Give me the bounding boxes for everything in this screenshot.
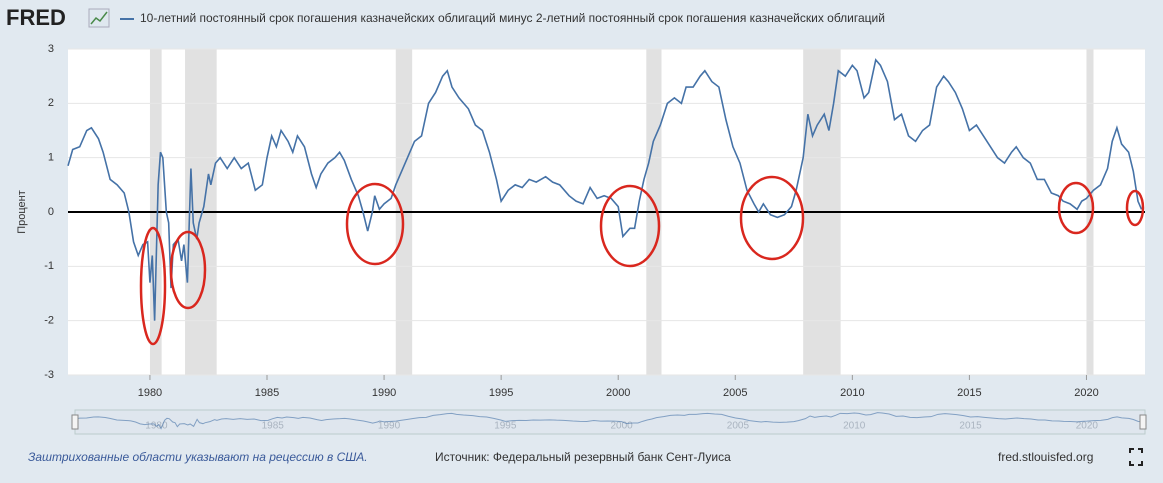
navigator-label: 2015 — [959, 421, 982, 432]
circle — [739, 175, 805, 261]
fullscreen-button[interactable] — [1129, 448, 1143, 466]
x-tick-label: 1990 — [372, 387, 396, 399]
source: Источник: Федеральный резервный банк Сен… — [435, 450, 731, 464]
circle — [139, 226, 167, 346]
y-tick-label: 2 — [48, 97, 54, 109]
logo-icon — [88, 8, 110, 28]
navigator-label: 1985 — [262, 421, 285, 432]
x-tick-label: 1985 — [255, 387, 279, 399]
circle — [599, 184, 661, 268]
navigator-line — [74, 412, 1142, 430]
x-tick-label: 2005 — [723, 387, 747, 399]
y-axis-label: Процент — [16, 190, 28, 234]
navigator-label: 2005 — [727, 421, 750, 432]
logo-icon-line — [90, 11, 108, 25]
x-tick-label: 2015 — [957, 387, 981, 399]
logo: FRED — [6, 5, 66, 30]
y-tick-label: -3 — [44, 369, 54, 381]
circle — [1057, 181, 1095, 235]
recession-note: Заштрихованные области указывают на реце… — [28, 450, 368, 464]
legend-label: 10-летний постоянный срок погашения казн… — [140, 11, 885, 25]
navigator-handle[interactable] — [71, 414, 79, 430]
x-tick-label: 1995 — [489, 387, 513, 399]
y-tick-label: 1 — [48, 152, 54, 164]
circle — [345, 182, 405, 266]
y-tick-label: -1 — [44, 260, 54, 272]
navigator[interactable] — [74, 409, 1146, 435]
y-tick-label: 0 — [48, 206, 54, 218]
navigator-handle[interactable] — [1139, 414, 1147, 430]
navigator-label: 2010 — [843, 421, 866, 432]
x-tick-label: 2000 — [606, 387, 630, 399]
circle — [169, 230, 207, 310]
circle — [1125, 189, 1145, 227]
annotations — [139, 175, 1145, 346]
navigator-label: 1995 — [494, 421, 517, 432]
site-link[interactable]: fred.stlouisfed.org — [998, 450, 1093, 464]
x-tick-label: 2020 — [1074, 387, 1098, 399]
x-tick-label: 1980 — [138, 387, 162, 399]
navigator-label: 2020 — [1076, 421, 1099, 432]
navigator-label: 2000 — [611, 421, 634, 432]
y-tick-label: -2 — [44, 315, 54, 327]
navigator-label: 1990 — [378, 421, 401, 432]
x-tick-label: 2010 — [840, 387, 864, 399]
y-tick-label: 3 — [48, 43, 54, 55]
